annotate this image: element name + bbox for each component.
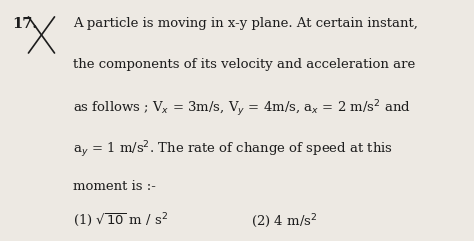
Text: as follows ; V$_x$ = 3m/s, V$_y$ = 4m/s, a$_x$ = 2 m/s$^2$ and: as follows ; V$_x$ = 3m/s, V$_y$ = 4m/s,… — [73, 99, 411, 119]
Text: the components of its velocity and acceleration are: the components of its velocity and accel… — [73, 58, 416, 71]
Text: a$_y$ = 1 m/s$^2$. The rate of change of speed at this: a$_y$ = 1 m/s$^2$. The rate of change of… — [73, 140, 393, 160]
Text: (2) 4 m/s$^2$: (2) 4 m/s$^2$ — [251, 212, 318, 230]
Text: moment is :-: moment is :- — [73, 180, 156, 193]
Text: (1) $\sqrt{10}$ m / s$^2$: (1) $\sqrt{10}$ m / s$^2$ — [73, 212, 169, 229]
Text: A particle is moving in x-y plane. At certain instant,: A particle is moving in x-y plane. At ce… — [73, 17, 419, 30]
Text: 17.: 17. — [12, 17, 37, 31]
